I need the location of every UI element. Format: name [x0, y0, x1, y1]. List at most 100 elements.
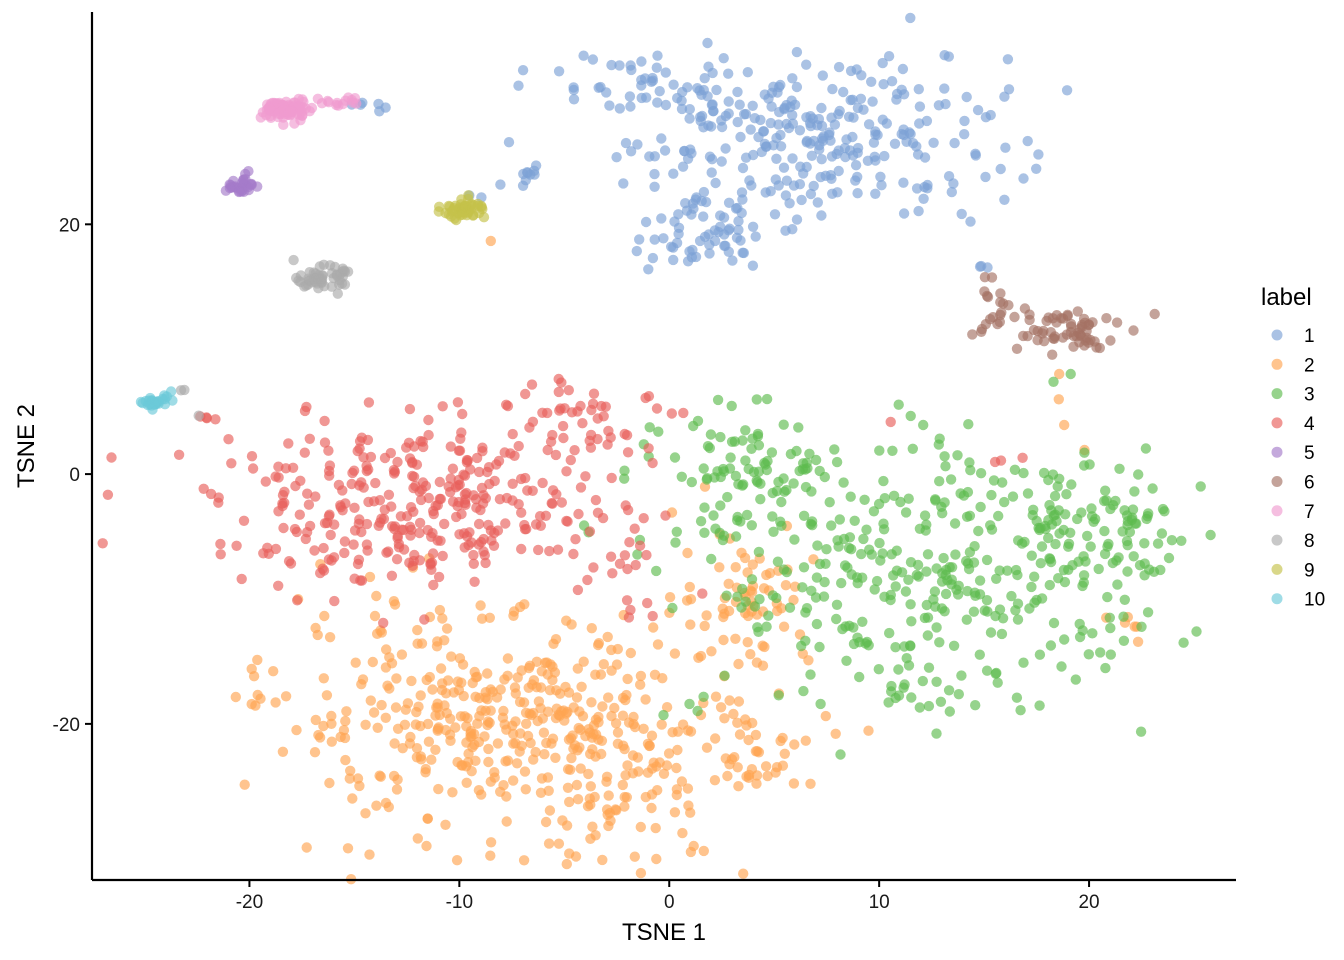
data-point — [1083, 649, 1095, 660]
data-point — [840, 151, 851, 163]
legend-label-9: 9 — [1304, 560, 1315, 581]
data-point — [936, 576, 948, 587]
data-point — [243, 166, 254, 177]
data-point — [426, 531, 437, 542]
data-point — [273, 461, 284, 472]
data-point — [723, 578, 734, 589]
data-point — [821, 544, 832, 555]
data-point — [923, 662, 935, 673]
data-point — [827, 188, 838, 199]
data-point — [606, 644, 617, 656]
data-point — [417, 477, 429, 488]
data-point — [458, 469, 469, 480]
data-point — [770, 174, 781, 185]
data-point — [766, 101, 777, 112]
data-point — [410, 719, 421, 730]
data-point — [991, 573, 1002, 584]
data-point — [727, 255, 738, 266]
data-point — [201, 412, 212, 423]
data-point — [470, 672, 482, 683]
data-point — [854, 671, 865, 683]
data-point — [601, 776, 612, 787]
data-point — [922, 630, 933, 641]
data-point — [671, 526, 682, 537]
data-point — [1000, 142, 1011, 153]
data-point — [814, 558, 826, 570]
data-point — [668, 254, 679, 266]
data-point — [893, 399, 904, 410]
data-point — [485, 837, 497, 848]
data-point — [619, 791, 630, 803]
data-point — [888, 490, 900, 501]
data-point — [1022, 135, 1033, 147]
data-point — [754, 594, 765, 605]
data-point — [719, 229, 730, 240]
data-point — [732, 762, 743, 773]
data-point — [474, 466, 485, 478]
data-point — [482, 668, 493, 679]
data-point — [560, 681, 571, 693]
data-point — [610, 804, 621, 815]
data-point — [1059, 634, 1070, 645]
data-point — [931, 622, 942, 633]
data-point — [900, 586, 912, 597]
data-point — [584, 526, 596, 537]
data-point — [1149, 308, 1160, 320]
data-point — [661, 702, 673, 713]
data-point — [800, 607, 811, 618]
data-point — [780, 225, 791, 236]
data-point — [457, 408, 468, 420]
legend-items: 1 2 3 4 5 6 7 8 9 10 — [1271, 326, 1325, 611]
data-point — [677, 161, 689, 172]
data-point — [570, 534, 581, 545]
data-point — [323, 97, 334, 108]
data-point — [647, 763, 658, 774]
data-point — [623, 612, 635, 623]
data-point — [544, 685, 556, 696]
data-point — [324, 777, 335, 789]
data-point — [769, 209, 781, 220]
data-point — [643, 264, 654, 275]
data-point — [890, 581, 901, 592]
data-point — [720, 143, 731, 154]
data-point — [575, 482, 587, 493]
data-point — [885, 416, 896, 428]
data-point — [640, 392, 651, 404]
data-point — [956, 208, 967, 220]
data-point — [484, 612, 495, 623]
data-point — [277, 490, 289, 501]
data-point — [719, 670, 730, 681]
data-point — [288, 254, 299, 266]
data-point — [641, 549, 652, 561]
data-point — [1062, 309, 1073, 320]
data-point — [367, 656, 378, 668]
data-point — [701, 742, 713, 753]
data-point — [632, 752, 643, 763]
data-point — [702, 441, 714, 452]
data-point — [556, 706, 567, 717]
data-point — [585, 442, 597, 453]
series-8-points — [175, 254, 354, 421]
data-point — [1107, 557, 1119, 569]
data-point — [677, 827, 688, 839]
data-point — [456, 508, 467, 520]
data-point — [344, 773, 355, 784]
data-point — [710, 523, 721, 534]
data-point — [1033, 149, 1044, 160]
data-point — [635, 821, 646, 833]
data-point — [1110, 495, 1121, 507]
data-point — [980, 171, 991, 183]
data-point — [362, 434, 374, 446]
data-point — [753, 546, 765, 558]
data-point — [919, 510, 931, 521]
legend-key-7 — [1271, 505, 1283, 517]
data-point — [848, 112, 859, 123]
data-point — [974, 575, 986, 586]
data-point — [699, 527, 710, 538]
data-point — [430, 744, 441, 755]
data-point — [780, 580, 792, 591]
data-point — [605, 551, 617, 562]
data-point — [891, 545, 902, 556]
series-6-points — [967, 272, 1160, 360]
data-point — [345, 765, 356, 776]
